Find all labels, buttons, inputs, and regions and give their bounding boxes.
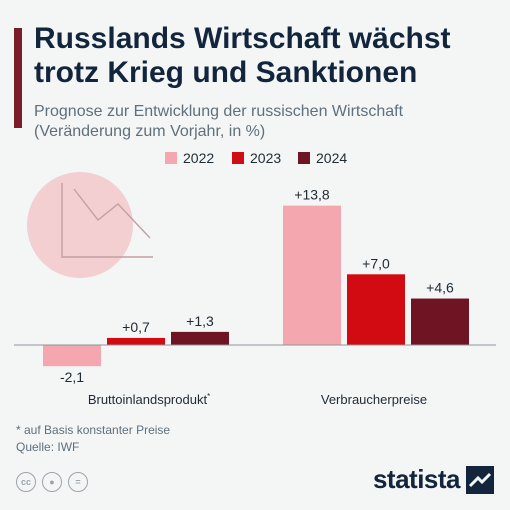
bar-verbraucherpreise-2024 <box>411 298 469 345</box>
title-accent-bar <box>14 28 22 128</box>
bars-group <box>43 205 469 367</box>
brand-name: statista <box>372 464 461 494</box>
cc-icon[interactable]: cc <box>16 472 36 492</box>
chart-subtitle: Prognose zur Entwicklung der russischen … <box>34 102 494 142</box>
bar-verbraucherpreise-2022 <box>283 205 341 345</box>
bar-bruttoinlandsprodukt-2023 <box>107 337 165 345</box>
legend-label-2024: 2024 <box>316 150 348 166</box>
value-label-bruttoinlandsprodukt-2023: +0,7 <box>122 319 150 335</box>
declining-chart-icon <box>27 172 153 278</box>
value-label-bruttoinlandsprodukt-2022: -2,1 <box>60 369 84 385</box>
brand-mark-icon <box>466 465 494 494</box>
by-icon[interactable]: ● <box>42 472 62 492</box>
category-label-bip: Bruttoinlandsprodukt* <box>88 392 210 407</box>
bar-bruttoinlandsprodukt-2024 <box>171 331 229 345</box>
legend-swatch-2022 <box>165 152 177 164</box>
legend-item-2022: 2022 <box>165 150 214 166</box>
bar-bruttoinlandsprodukt-2022 <box>43 345 101 367</box>
legend-item-2023: 2023 <box>232 150 281 166</box>
license-icons: cc ● = <box>16 472 88 492</box>
value-label-verbraucherpreise-2023: +7,0 <box>362 255 390 271</box>
statista-logo[interactable]: statista <box>373 464 494 495</box>
value-labels-group: -2,1 +0,7 +1,3 +13,8 +7,0 +4,6 <box>60 187 454 386</box>
bar-verbraucherpreise-2023 <box>347 274 405 345</box>
legend-item-2024: 2024 <box>298 150 347 166</box>
value-label-verbraucherpreise-2022: +13,8 <box>294 187 330 203</box>
legend-label-2022: 2022 <box>183 150 215 166</box>
footnote-text: * auf Basis konstanter Preise <box>16 423 171 437</box>
category-label-verbraucherpreise: Verbraucherpreise <box>321 392 427 407</box>
legend-swatch-2024 <box>298 152 310 164</box>
source-text: Quelle: IWF <box>16 440 80 454</box>
subtitle-line-2: (Veränderung zum Vorjahr, in %) <box>34 123 266 140</box>
nd-icon[interactable]: = <box>68 472 88 492</box>
subtitle-line-1: Prognose zur Entwicklung der russischen … <box>34 103 404 120</box>
chart-title: Russlands Wirtschaft wächst trotz Krieg … <box>34 22 451 89</box>
legend-swatch-2023 <box>232 152 244 164</box>
value-label-bruttoinlandsprodukt-2024: +1,3 <box>186 313 214 329</box>
footnote-block: * auf Basis konstanter Preise Quelle: IW… <box>16 422 170 456</box>
legend-label-2023: 2023 <box>250 150 282 166</box>
value-label-verbraucherpreise-2024: +4,6 <box>426 280 454 296</box>
chart-legend: 2022 2023 2024 <box>0 150 510 170</box>
